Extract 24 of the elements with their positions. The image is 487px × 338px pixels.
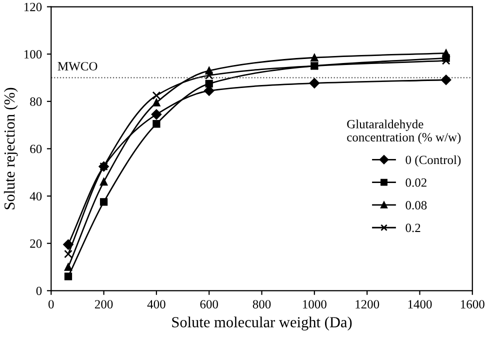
legend-label: 0 (Control) [406,155,461,167]
y-tick-label: 60 [30,144,42,154]
legend-title: Glutaraldehyde concentration (% w/w) [347,120,461,144]
legend-label: 0.02 [406,178,426,187]
ref-line-label: MWCO [58,62,98,71]
x-tick-label: 0 [48,300,54,309]
x-tick-label: 1400 [408,300,432,309]
x-tick-label: 1000 [303,300,326,309]
x-tick-label: 1200 [356,300,380,309]
x-axis-title: Solute molecular weight (Da) [172,316,352,330]
x-tick-label: 200 [94,300,113,309]
x-tick-label: 800 [252,300,271,309]
legend-label: 0.2 [406,224,420,232]
x-tick-label: 1600 [460,300,484,309]
x-tick-label: 400 [147,300,166,309]
legend-label: 0.08 [406,201,427,210]
y-tick-label: 80 [30,97,42,106]
y-tick-label: 40 [30,192,42,200]
y-tick-label: 20 [30,239,42,248]
y-axis-title: Solute rejection (%) [4,88,18,210]
x-tick-label: 600 [200,300,218,309]
y-tick-label: 100 [24,50,42,59]
y-tick-label: 0 [36,286,42,296]
y-tick-label: 120 [24,2,42,12]
